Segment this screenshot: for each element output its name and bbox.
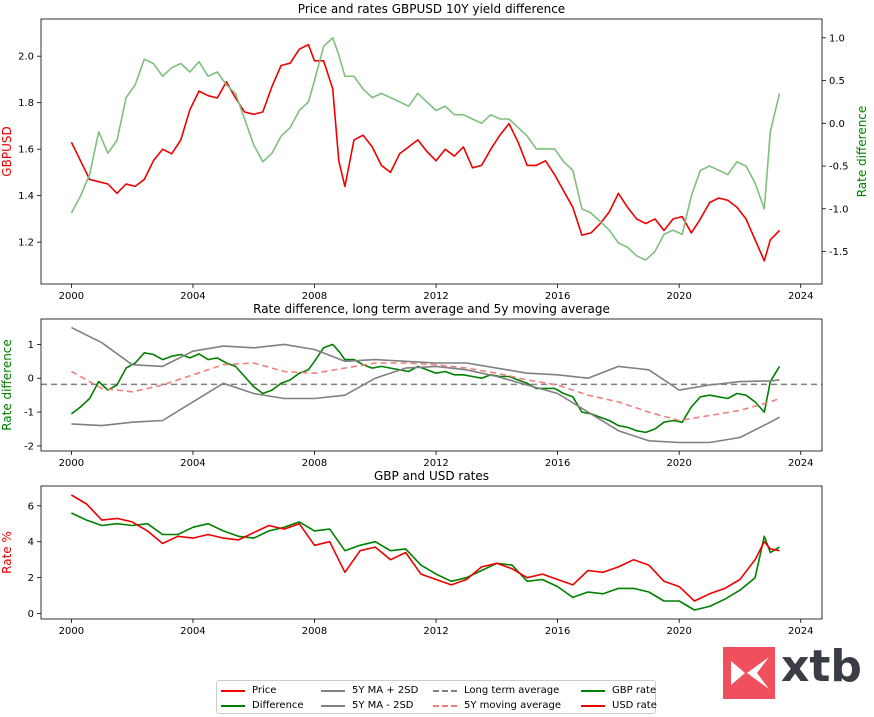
legend-label: Difference — [252, 700, 304, 711]
legend-swatch — [321, 689, 345, 692]
series-line-usd-rate — [70, 494, 780, 602]
x-tick-label: 2016 — [545, 458, 570, 469]
x-tick-label: 2020 — [666, 626, 691, 637]
x-tick-label: 2024 — [788, 458, 813, 469]
y-tick-label: 6 — [28, 501, 34, 512]
y-axis-label: Rate % — [0, 531, 14, 574]
y-right-tick-label: -1.5 — [829, 247, 849, 258]
series-line-difference — [70, 343, 781, 434]
x-tick-label: 2004 — [180, 626, 205, 637]
plot-frame — [40, 485, 823, 620]
x-tick-label: 2004 — [180, 458, 205, 469]
legend-swatch — [221, 689, 245, 692]
y-tick-label: 1.6 — [18, 145, 34, 156]
legend-item-gbp-rate: GBP rate — [581, 683, 661, 698]
legend: Price 5Y MA + 2SD Long term average GBP … — [216, 680, 657, 714]
xtb-logo-mark — [723, 647, 775, 699]
y-tick-label: 0 — [28, 374, 34, 385]
x-tick-label: 2012 — [423, 458, 448, 469]
x-tick-label: 2016 — [545, 626, 570, 637]
y-tick-label: 1.4 — [18, 191, 34, 202]
y-axis-label: GBPUSD — [0, 126, 14, 176]
legend-item-ma-plus-2sd: 5Y MA + 2SD — [321, 683, 433, 698]
legend-label: Long term average — [464, 685, 560, 696]
y-tick-label: 1 — [28, 340, 34, 351]
legend-item-long-term-average: Long term average — [433, 683, 581, 698]
x-tick-label: 2008 — [302, 458, 327, 469]
x-tick-label: 2024 — [788, 626, 813, 637]
legend-label: USD rate — [612, 700, 657, 711]
series-line-price — [70, 43, 781, 262]
y-right-tick-label: 1.0 — [829, 33, 845, 44]
x-tick-label: 2004 — [180, 291, 205, 302]
y-tick-label: -1 — [24, 408, 34, 419]
series-line-gbp-rate — [71, 512, 780, 611]
legend-label: Price — [252, 685, 277, 696]
xtb-logo-text: xtb — [781, 641, 862, 692]
legend-item-difference: Difference — [221, 698, 321, 713]
legend-item-usd-rate: USD rate — [581, 698, 661, 713]
legend-label: 5Y moving average — [464, 700, 562, 711]
y-right-tick-label: -0.5 — [829, 162, 849, 173]
legend-swatch — [433, 689, 457, 692]
xtb-logo: xtb — [723, 641, 862, 699]
chart-title: Price and rates GBPUSD 10Y yield differe… — [298, 2, 565, 16]
x-tick-label: 2000 — [59, 291, 84, 302]
chart-title: Rate difference, long term average and 5… — [253, 302, 610, 316]
y-right-axis-label: Rate difference — [855, 106, 869, 198]
x-tick-label: 2020 — [666, 458, 691, 469]
y-tick-label: 0 — [28, 609, 34, 620]
y-axis-label: Rate difference — [0, 339, 14, 431]
legend-swatch — [221, 704, 245, 707]
legend-swatch — [321, 704, 345, 707]
x-tick-label: 2024 — [788, 291, 813, 302]
plot-frame — [40, 18, 823, 285]
y-tick-label: 4 — [28, 537, 34, 548]
y-tick-label: 1.8 — [18, 98, 34, 109]
series-line-5y-ma-2sd — [71, 326, 780, 391]
legend-item-ma-minus-2sd: 5Y MA - 2SD — [321, 698, 433, 713]
x-tick-label: 2020 — [666, 291, 691, 302]
x-tick-label: 2016 — [545, 291, 570, 302]
x-tick-label: 2000 — [59, 458, 84, 469]
series-line-5y-moving-average — [71, 362, 780, 422]
y-right-tick-label: -1.0 — [829, 204, 849, 215]
legend-swatch — [433, 704, 457, 707]
y-right-tick-label: 0.0 — [829, 119, 845, 130]
legend-label: GBP rate — [612, 685, 657, 696]
y-tick-label: 1.2 — [18, 238, 34, 249]
legend-swatch — [581, 689, 605, 692]
legend-label: 5Y MA + 2SD — [352, 685, 419, 696]
x-tick-label: 2012 — [423, 291, 448, 302]
x-tick-label: 2000 — [59, 626, 84, 637]
y-tick-label: 2.0 — [18, 52, 34, 63]
y-tick-label: 2 — [28, 573, 34, 584]
series-line-rate-difference — [70, 36, 781, 261]
x-tick-label: 2008 — [302, 626, 327, 637]
series-line-5y-ma-2sd — [71, 365, 780, 444]
y-right-tick-label: 0.5 — [829, 76, 845, 87]
chart-title: GBP and USD rates — [374, 469, 489, 483]
legend-swatch — [581, 704, 605, 707]
y-tick-label: -2 — [24, 441, 34, 452]
legend-item-price: Price — [221, 683, 321, 698]
x-tick-label: 2008 — [302, 291, 327, 302]
x-tick-label: 2012 — [423, 626, 448, 637]
legend-item-5y-moving-average: 5Y moving average — [433, 698, 581, 713]
plot-frame — [40, 318, 823, 452]
x-mark-icon — [731, 657, 769, 689]
legend-label: 5Y MA - 2SD — [352, 700, 414, 711]
